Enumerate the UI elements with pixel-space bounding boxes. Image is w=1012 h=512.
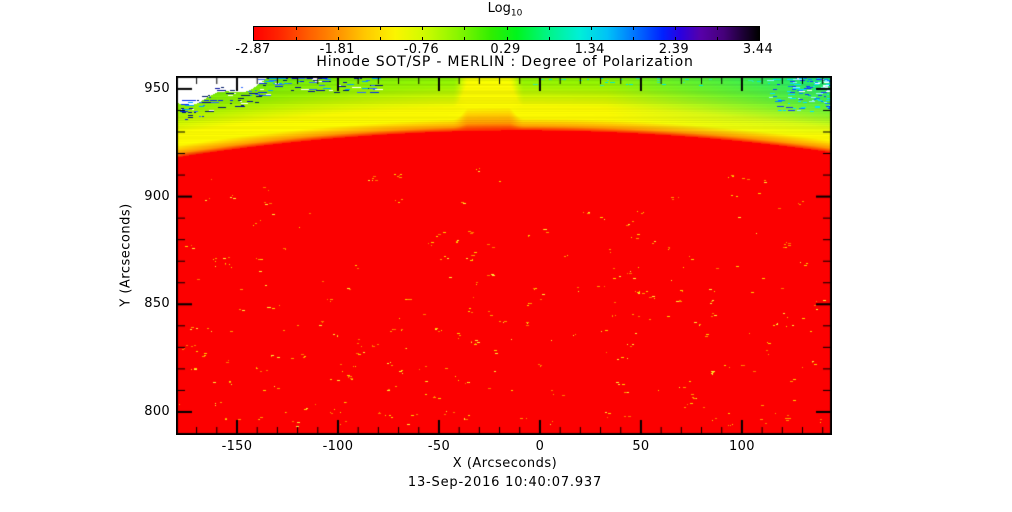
colorbar-tick	[380, 37, 382, 40]
colorbar-tick	[674, 37, 676, 40]
colorbar-tick	[632, 27, 634, 30]
colorbar-title: Log10	[488, 1, 523, 19]
colorbar-tick	[464, 37, 466, 40]
y-tick-label: 950	[144, 80, 170, 96]
colorbar-title-text: Log	[487, 1, 511, 16]
colorbar-tick-label: -0.76	[403, 42, 439, 57]
colorbar-tick	[716, 27, 718, 30]
colorbar-tick	[422, 27, 424, 30]
colorbar-title-subscript: 10	[510, 8, 523, 19]
colorbar-tick-label: 0.29	[490, 42, 521, 57]
x-axis-label: X (Arcseconds)	[452, 456, 558, 471]
x-tick-label: -100	[322, 439, 354, 454]
x-tick-label: 50	[632, 439, 650, 454]
y-tick-label: 850	[144, 296, 170, 312]
y-tick-label: 800	[144, 403, 170, 419]
colorbar-tick	[548, 27, 550, 30]
colorbar-tick-label: 3.44	[742, 42, 774, 57]
colorbar-tick	[548, 37, 550, 40]
colorbar-tick	[674, 27, 676, 30]
colorbar-tick	[716, 37, 718, 40]
y-tick-label: 900	[144, 188, 170, 204]
x-tick-label: 100	[729, 439, 755, 454]
colorbar-tick-label: 1.34	[574, 42, 605, 57]
colorbar-tick	[338, 27, 340, 30]
x-tick-label: -150	[221, 439, 253, 454]
plot-title: Hinode SOT/SP - MERLIN : Degree of Polar…	[316, 54, 694, 70]
x-tick-label: -50	[427, 439, 451, 454]
colorbar-tick	[632, 37, 634, 40]
colorbar	[253, 26, 760, 41]
colorbar-tick	[296, 37, 298, 40]
colorbar-tick	[590, 37, 592, 40]
timestamp: 13-Sep-2016 10:40:07.937	[407, 475, 603, 490]
y-axis-label: Y (Arcseconds)	[118, 203, 134, 307]
colorbar-tick	[296, 27, 298, 30]
colorbar-tick-label: -2.87	[235, 42, 271, 57]
colorbar-tick-label: -1.81	[319, 42, 355, 57]
x-tick-label: 0	[535, 439, 545, 454]
colorbar-tick	[422, 37, 424, 40]
colorbar-tick	[506, 37, 508, 40]
colorbar-tick	[338, 37, 340, 40]
colorbar-tick	[380, 27, 382, 30]
colorbar-tick-label: 2.39	[658, 42, 689, 57]
colorbar-tick	[590, 27, 592, 30]
colorbar-tick	[506, 27, 508, 30]
solar-polarization-image	[176, 76, 832, 435]
colorbar-tick	[464, 27, 466, 30]
